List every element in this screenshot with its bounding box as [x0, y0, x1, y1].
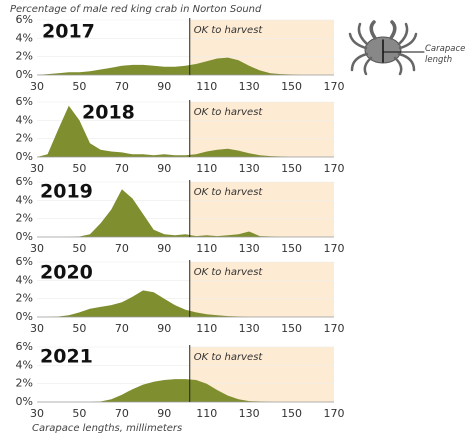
threshold-label: OK to harvest [194, 352, 264, 363]
x-tick-label: 170 [324, 80, 345, 93]
harvest-zone [189, 102, 334, 157]
area [37, 379, 334, 402]
x-tick-label: 90 [157, 407, 171, 420]
x-tick-label: 110 [196, 80, 217, 93]
chart-title: Percentage of male red king crab in Nort… [10, 4, 262, 15]
x-tick-label: 130 [239, 407, 260, 420]
threshold-label: OK to harvest [194, 25, 264, 36]
x-tick-label: 170 [324, 162, 345, 175]
icon-label: Carapace length [425, 44, 466, 65]
y-tick-label: 0% [16, 68, 33, 81]
panel-title: 2020 [40, 262, 93, 284]
area [37, 57, 334, 75]
x-tick-label: 110 [196, 322, 217, 335]
threshold-label: OK to harvest [194, 187, 264, 198]
y-tick-label: 4% [16, 113, 33, 126]
y-tick-label: 2% [16, 132, 33, 145]
x-tick-label: 70 [115, 322, 129, 335]
y-tick-label: 0% [16, 230, 33, 243]
y-tick-label: 2% [16, 212, 33, 225]
y-tick-label: 2% [16, 292, 33, 305]
x-tick-label: 90 [157, 80, 171, 93]
x-tick-label: 130 [239, 162, 260, 175]
x-tick-label: 170 [324, 322, 345, 335]
x-tick-label: 90 [157, 322, 171, 335]
x-tick-label: 150 [281, 407, 302, 420]
x-tick-label: 150 [281, 162, 302, 175]
panel-title: 2017 [42, 21, 95, 43]
area [37, 189, 334, 237]
harvest-zone [189, 262, 334, 317]
y-tick-label: 4% [16, 358, 33, 371]
x-tick-label: 50 [72, 80, 86, 93]
y-tick-label: 6% [16, 95, 33, 108]
x-tick-label: 110 [196, 407, 217, 420]
x-tick-label: 130 [239, 242, 260, 255]
x-tick-label: 90 [157, 242, 171, 255]
x-tick-label: 150 [281, 322, 302, 335]
y-tick-label: 6% [16, 340, 33, 353]
x-tick-label: 70 [115, 80, 129, 93]
x-tick-label: 90 [157, 162, 171, 175]
area [37, 105, 334, 157]
x-tick-label: 30 [30, 80, 44, 93]
x-tick-label: 50 [72, 242, 86, 255]
x-tick-label: 110 [196, 162, 217, 175]
x-tick-label: 50 [72, 322, 86, 335]
x-tick-label: 30 [30, 162, 44, 175]
panel-title: 2021 [40, 346, 93, 368]
x-tick-label: 50 [72, 407, 86, 420]
x-tick-label: 30 [30, 242, 44, 255]
y-tick-label: 6% [16, 255, 33, 268]
x-tick-label: 170 [324, 242, 345, 255]
x-tick-label: 70 [115, 407, 129, 420]
x-tick-label: 30 [30, 322, 44, 335]
y-tick-label: 4% [16, 31, 33, 44]
threshold-label: OK to harvest [194, 267, 264, 278]
y-tick-label: 0% [16, 395, 33, 408]
x-tick-label: 170 [324, 407, 345, 420]
x-tick-label: 70 [115, 162, 129, 175]
x-tick-label: 70 [115, 242, 129, 255]
y-tick-label: 4% [16, 193, 33, 206]
x-tick-label: 50 [72, 162, 86, 175]
area [37, 290, 334, 317]
y-tick-label: 0% [16, 310, 33, 323]
panel-title: 2019 [40, 181, 93, 203]
y-tick-label: 2% [16, 50, 33, 63]
y-tick-label: 2% [16, 377, 33, 390]
x-tick-label: 110 [196, 242, 217, 255]
x-tick-label: 150 [281, 80, 302, 93]
crab-icon [348, 20, 425, 76]
x-tick-label: 130 [239, 322, 260, 335]
panel-title: 2018 [82, 102, 135, 124]
x-tick-label: 150 [281, 242, 302, 255]
x-axis-label: Carapace lengths, millimeters [32, 423, 182, 434]
x-tick-label: 30 [30, 407, 44, 420]
x-tick-label: 130 [239, 80, 260, 93]
threshold-label: OK to harvest [194, 107, 264, 118]
y-tick-label: 4% [16, 273, 33, 286]
y-tick-label: 6% [16, 13, 33, 26]
y-tick-label: 6% [16, 175, 33, 188]
harvest-zone [189, 182, 334, 237]
y-tick-label: 0% [16, 150, 33, 163]
